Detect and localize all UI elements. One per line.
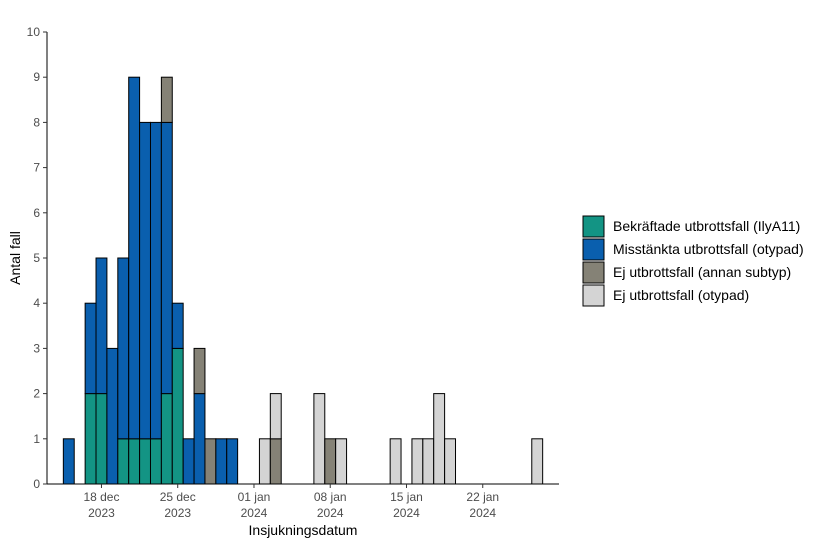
y-tick-label: 7 xyxy=(33,161,40,175)
bar-segment xyxy=(422,438,435,485)
bar-segment xyxy=(95,393,108,485)
bar-segment xyxy=(313,393,326,485)
legend-label: Bekräftade utbrottsfall (IlyA11) xyxy=(613,218,800,234)
bar-segment xyxy=(226,438,239,485)
x-tick-year-label: 2024 xyxy=(469,506,496,520)
bar-segment xyxy=(160,76,173,123)
bar-segment xyxy=(84,302,97,395)
bar-segment xyxy=(160,393,173,485)
y-tick-label: 9 xyxy=(33,70,40,84)
x-tick-year-label: 2024 xyxy=(393,506,420,520)
bar-segment xyxy=(193,393,206,485)
x-tick-year-label: 2023 xyxy=(88,506,115,520)
bar-segment xyxy=(117,438,130,485)
legend-swatch xyxy=(582,284,605,307)
legend-swatch xyxy=(582,261,605,284)
bar-segment xyxy=(182,438,195,485)
x-tick-label: 18 dec xyxy=(83,490,119,504)
x-axis-title: Insjukningsdatum xyxy=(249,522,358,538)
y-tick-label: 3 xyxy=(33,341,40,355)
bar-segment xyxy=(139,438,151,485)
bar-segment xyxy=(193,347,206,395)
legend-swatch xyxy=(582,215,605,238)
legend-label: Misstänkta utbrottsfall (otypad) xyxy=(613,241,804,257)
bar-segment xyxy=(106,347,119,485)
y-tick-label: 6 xyxy=(33,206,40,220)
legend: Bekräftade utbrottsfall (IlyA11) Misstänk… xyxy=(582,215,804,307)
bar-segment xyxy=(411,438,424,485)
y-axis-title: Antal fall xyxy=(7,231,23,285)
x-tick-year-label: 2023 xyxy=(164,506,191,520)
bar-segment xyxy=(269,393,282,440)
bar-segment xyxy=(215,438,228,485)
x-tick-year-label: 2024 xyxy=(317,506,344,520)
y-tick-label: 4 xyxy=(33,296,40,310)
y-tick-label: 0 xyxy=(33,477,40,491)
x-tick-label: 01 jan xyxy=(238,490,271,504)
legend-label: Ej utbrottsfall (otypad) xyxy=(613,287,749,303)
bar-segment xyxy=(531,438,544,485)
bar-segment xyxy=(335,438,348,485)
y-tick-label: 5 xyxy=(33,251,40,265)
legend-swatch xyxy=(582,238,605,261)
bar-segment xyxy=(433,393,446,485)
bar-segment xyxy=(389,438,402,485)
bar-segment xyxy=(171,347,184,485)
x-tick-year-label: 2024 xyxy=(241,506,268,520)
bar-segment xyxy=(160,121,173,395)
bar-segment xyxy=(204,438,217,485)
bar-segment xyxy=(444,438,457,485)
bar-segment xyxy=(117,257,130,440)
bar-segment xyxy=(95,257,108,395)
y-tick-label: 1 xyxy=(33,432,40,446)
bars xyxy=(62,76,544,485)
y-tick-label: 2 xyxy=(33,387,40,401)
bar-segment xyxy=(84,393,97,485)
x-tick-label: 25 dec xyxy=(160,490,196,504)
y-ticks: 0 1 2 3 4 5 6 7 8 9 10 xyxy=(27,25,47,491)
bar-segment xyxy=(149,438,162,485)
bar-segment xyxy=(258,438,271,485)
bar-segment xyxy=(139,121,151,440)
bar-segment xyxy=(171,302,184,349)
x-tick-label: 22 jan xyxy=(466,490,499,504)
bar-segment xyxy=(324,438,337,485)
y-tick-label: 10 xyxy=(27,25,41,39)
bar-segment xyxy=(128,438,141,485)
legend-label: Ej utbrottsfall (annan subtyp) xyxy=(613,264,791,280)
x-tick-label: 15 jan xyxy=(390,490,423,504)
bar-segment xyxy=(62,438,75,485)
bar-segment xyxy=(128,76,141,440)
y-tick-label: 8 xyxy=(33,115,40,129)
bar-segment xyxy=(269,438,282,485)
x-ticks: 18 dec 2023 25 dec 2023 01 jan 2024 08 jan 2024… xyxy=(83,484,499,520)
x-tick-label: 08 jan xyxy=(314,490,347,504)
bar-segment xyxy=(149,121,162,440)
